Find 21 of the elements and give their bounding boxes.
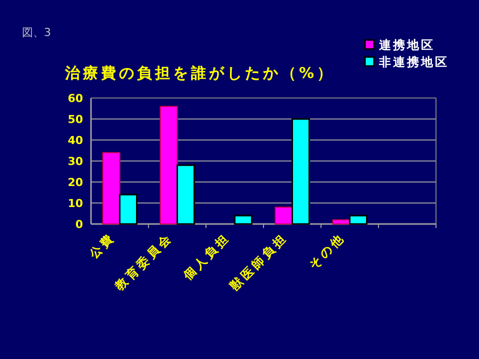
text: 図、3 bbox=[22, 26, 51, 39]
y-tick-label: 10 bbox=[68, 197, 84, 210]
bar bbox=[292, 118, 310, 225]
y-tick-label: 40 bbox=[68, 134, 84, 147]
legend-label: 連携地区 bbox=[378, 38, 435, 52]
legend-label: 非連携地区 bbox=[378, 55, 449, 69]
x-tick-label: 公費 bbox=[86, 230, 118, 262]
bar bbox=[176, 164, 195, 225]
y-tick-label: 50 bbox=[68, 113, 84, 126]
bar bbox=[160, 106, 178, 224]
y-tick-label: 20 bbox=[68, 176, 84, 189]
bar bbox=[102, 152, 120, 224]
x-tick-label: その他 bbox=[306, 230, 348, 272]
y-tick-label: 30 bbox=[68, 155, 84, 168]
chart-title: 治療費の負担を誰がしたか（%） bbox=[64, 64, 336, 82]
y-tick-label: 0 bbox=[75, 218, 84, 231]
bar bbox=[349, 214, 368, 225]
bar bbox=[234, 214, 252, 225]
y-tick-label: 60 bbox=[68, 92, 84, 105]
bar bbox=[274, 206, 293, 224]
bar bbox=[119, 194, 138, 225]
